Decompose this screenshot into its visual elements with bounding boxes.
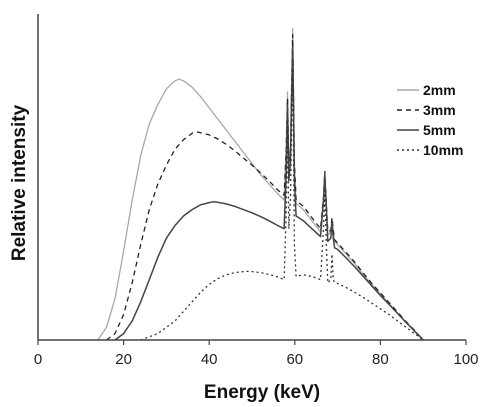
legend-label-10mm: 10mm (423, 142, 463, 158)
legend: 2mm 3mm 5mm 10mm (397, 82, 463, 158)
series-layer (97, 27, 424, 341)
x-tick-label: 40 (201, 351, 218, 368)
legend-label-2mm: 2mm (423, 82, 456, 98)
legend-label-5mm: 5mm (423, 122, 456, 138)
legend-label-3mm: 3mm (423, 102, 456, 118)
x-ticks: 0 20 40 60 80 100 (34, 340, 479, 368)
series-line-2mm (97, 27, 424, 341)
series-line-3mm (106, 34, 424, 341)
x-tick-label: 20 (115, 351, 132, 368)
x-tick-label: 100 (453, 351, 478, 368)
x-axis-title: Energy (keV) (204, 382, 320, 403)
series-line-5mm (114, 46, 424, 341)
x-tick-label: 60 (286, 351, 303, 368)
y-axis-title: Relative intensity (9, 104, 30, 261)
x-tick-label: 80 (372, 351, 389, 368)
x-tick-label: 0 (34, 351, 42, 368)
series-line-10mm (140, 59, 424, 341)
